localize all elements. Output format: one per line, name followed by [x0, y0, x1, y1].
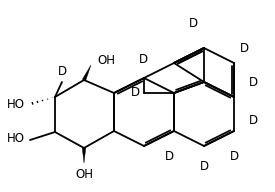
Text: D: D: [240, 41, 249, 55]
Text: HO: HO: [7, 98, 25, 111]
Text: D: D: [249, 113, 258, 127]
Text: D: D: [164, 150, 174, 163]
Text: D: D: [138, 53, 148, 66]
Text: D: D: [188, 17, 197, 30]
Polygon shape: [82, 65, 91, 81]
Text: HO: HO: [7, 132, 25, 145]
Text: D: D: [229, 150, 239, 163]
Text: D: D: [249, 75, 258, 89]
Text: D: D: [131, 87, 140, 99]
Polygon shape: [82, 148, 86, 163]
Text: OH: OH: [97, 54, 115, 66]
Text: D: D: [199, 160, 208, 173]
Text: D: D: [57, 65, 67, 78]
Text: OH: OH: [75, 168, 93, 181]
